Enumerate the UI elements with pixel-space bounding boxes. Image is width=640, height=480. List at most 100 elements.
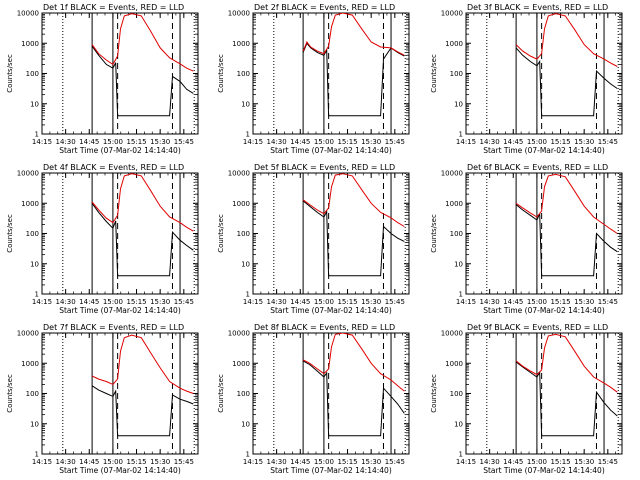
x-tick-label: 15:30 [361,298,381,306]
y-tick-label: 10000 [441,330,463,338]
series-line-lld [302,173,405,227]
y-tick-label: 10000 [17,170,39,178]
panel-1: Det 1f BLACK = Events, RED = LLD Counts/s… [6,3,199,155]
x-tick-label: 15:00 [103,298,123,306]
x-tick-label: 14:30 [480,458,500,466]
chart-title: Det 1f BLACK = Events, RED = LLD [43,3,184,12]
x-tick-label: 15:00 [314,458,334,466]
y-tick-label: 1000 [445,40,463,48]
y-axis-label: Counts/sec [6,214,14,253]
x-axis-label: Start Time (07-Mar-02 14:14:40) [270,146,392,155]
y-tick-label: 10 [454,260,463,268]
y-tick-label: 100 [450,70,463,78]
panel-7: Det 7f BLACK = Events, RED = LLD Counts/s… [6,323,199,475]
x-tick-label: 14:45 [79,298,99,306]
y-tick-label: 1000 [21,40,39,48]
y-tick-label: 1 [35,451,39,459]
x-tick-label: 15:15 [337,138,357,146]
x-tick-label: 15:15 [550,458,570,466]
x-tick-label: 15:00 [527,458,547,466]
y-tick-label: 1 [459,131,463,139]
x-tick-label: 15:30 [361,138,381,146]
x-axis-label: Start Time (07-Mar-02 14:14:40) [483,466,605,475]
series-line-events [515,361,618,437]
y-tick-label: 10000 [17,10,39,18]
y-tick-label: 1 [35,291,39,299]
y-axis-label: Counts/sec [430,214,438,253]
chart-title: Det 5f BLACK = Events, RED = LLD [254,163,395,172]
y-tick-label: 10 [454,100,463,108]
panel-8: Det 8f BLACK = Events, RED = LLD Counts/s… [217,323,410,475]
y-tick-label: 1000 [445,360,463,368]
y-axis-label: Counts/sec [6,374,14,413]
x-tick-label: 15:15 [126,138,146,146]
x-tick-label: 14:30 [480,298,500,306]
chart-title: Det 4f BLACK = Events, RED = LLD [43,163,184,172]
x-tick-label: 14:45 [503,138,523,146]
x-tick-label: 14:45 [503,458,523,466]
series-line-events [302,360,405,437]
y-tick-label: 1000 [445,200,463,208]
x-tick-label: 15:00 [527,298,547,306]
y-tick-label: 100 [450,230,463,238]
x-tick-label: 15:30 [574,298,594,306]
x-tick-label: 14:45 [503,298,523,306]
x-tick-label: 14:15 [243,298,263,306]
y-axis-label: Counts/sec [217,214,225,253]
y-tick-label: 10000 [441,170,463,178]
y-tick-label: 10000 [441,10,463,18]
x-tick-label: 15:15 [126,298,146,306]
x-tick-label: 15:00 [103,138,123,146]
x-tick-label: 15:45 [598,138,618,146]
series-line-lld [91,13,194,72]
x-tick-label: 15:45 [598,298,618,306]
panel-4: Det 4f BLACK = Events, RED = LLD Counts/s… [6,163,199,315]
x-axis-label: Start Time (07-Mar-02 14:14:40) [59,466,181,475]
y-axis-label: Counts/sec [430,374,438,413]
series-line-events [91,385,194,437]
x-tick-label: 14:15 [456,138,476,146]
x-tick-label: 14:45 [290,458,310,466]
series-line-lld [515,333,618,393]
panel-5: Det 5f BLACK = Events, RED = LLD Counts/s… [217,163,410,315]
x-tick-label: 15:45 [174,298,194,306]
series-line-events [91,203,194,277]
y-tick-label: 1 [459,451,463,459]
x-tick-label: 15:15 [126,458,146,466]
x-tick-label: 15:45 [174,458,194,466]
x-tick-label: 14:45 [290,138,310,146]
chart-title: Det 9f BLACK = Events, RED = LLD [467,323,608,332]
chart-title: Det 7f BLACK = Events, RED = LLD [43,323,184,332]
y-tick-label: 1000 [21,360,39,368]
x-tick-label: 15:45 [385,458,405,466]
y-tick-label: 10 [241,420,250,428]
y-tick-label: 100 [26,230,39,238]
x-tick-label: 14:15 [32,138,52,146]
chart-title: Det 3f BLACK = Events, RED = LLD [467,3,608,12]
series-line-events [302,42,405,117]
series-line-lld [302,333,405,392]
y-tick-label: 10000 [228,10,250,18]
panel-3: Det 3f BLACK = Events, RED = LLD Counts/s… [430,3,623,155]
y-tick-label: 1 [246,131,250,139]
series-line-lld [515,13,618,67]
x-tick-label: 15:45 [598,458,618,466]
y-tick-label: 1000 [232,360,250,368]
x-tick-label: 14:15 [243,458,263,466]
x-tick-label: 15:15 [337,298,357,306]
series-line-events [91,45,194,117]
x-tick-label: 14:30 [56,298,76,306]
y-tick-label: 100 [26,70,39,78]
x-tick-label: 14:45 [79,138,99,146]
y-tick-label: 100 [26,390,39,398]
y-tick-label: 10 [30,260,39,268]
y-axis-label: Counts/sec [430,54,438,93]
x-axis-label: Start Time (07-Mar-02 14:14:40) [59,146,181,155]
x-tick-label: 15:30 [361,458,381,466]
x-tick-label: 15:30 [574,138,594,146]
x-tick-label: 15:00 [527,138,547,146]
x-tick-label: 15:30 [150,458,170,466]
y-tick-label: 1 [35,131,39,139]
y-tick-label: 10 [241,260,250,268]
x-tick-label: 14:15 [456,458,476,466]
